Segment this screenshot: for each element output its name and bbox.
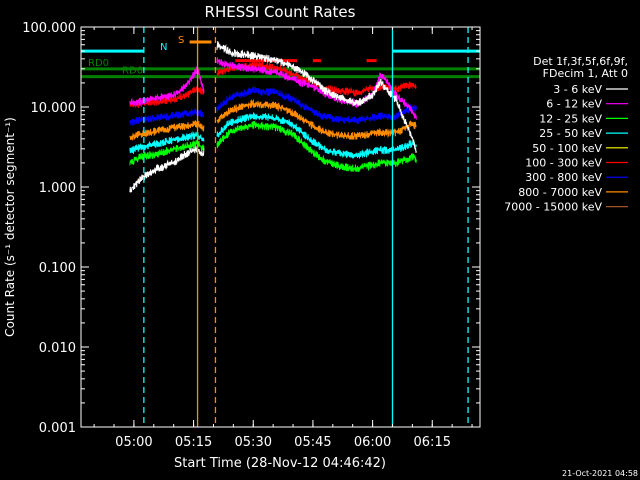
y-tick-label: 10.000 xyxy=(31,101,77,116)
legend-title-line: FDecim 1, Att 0 xyxy=(543,67,628,80)
x-axis-label: Start Time (28-Nov-12 04:46:42) xyxy=(174,456,386,471)
attenuator-label: S xyxy=(178,35,184,46)
series-line xyxy=(216,41,417,153)
decimation-label: RD0 xyxy=(88,58,109,69)
legend-entry-label: 800 - 7000 keV xyxy=(518,186,602,199)
x-tick-label: 05:45 xyxy=(294,435,331,450)
y-tick-label: 100.000 xyxy=(22,21,76,36)
legend-entry-label: 6 - 12 keV xyxy=(546,98,602,111)
legend-entry-label: 7000 - 15000 keV xyxy=(504,201,602,214)
series-line xyxy=(216,120,417,173)
decimation-label: RD6 xyxy=(122,66,143,77)
x-tick-label: 05:00 xyxy=(115,435,152,450)
legend-entry-label: 100 - 300 keV xyxy=(525,157,602,170)
series-line xyxy=(216,112,417,159)
x-tick-label: 06:00 xyxy=(354,435,391,450)
x-tick-label: 06:15 xyxy=(414,435,451,450)
series-line xyxy=(129,140,205,166)
plot-frame xyxy=(80,26,481,428)
series-line xyxy=(129,86,205,108)
series-line xyxy=(129,130,205,154)
y-tick-label: 1.000 xyxy=(39,181,76,196)
footer-timestamp: 21-Oct-2021 04:58 xyxy=(562,469,638,478)
series-line xyxy=(216,98,417,140)
series-line xyxy=(129,146,205,193)
legend: Det 1f,3f,5f,6f,9f,FDecim 1, Att 0 3 - 6 … xyxy=(504,55,628,214)
series-line xyxy=(129,119,205,142)
chart-title: RHESSI Count Rates xyxy=(205,3,356,21)
series-line xyxy=(216,85,417,124)
legend-entry-label: 3 - 6 keV xyxy=(553,83,602,96)
y-tick-label: 0.100 xyxy=(39,261,76,276)
y-axis-label: Count Rate (s⁻¹ detector segment⁻¹) xyxy=(3,117,17,337)
series-line xyxy=(216,57,417,120)
series-line xyxy=(129,107,205,127)
legend-entry-label: 300 - 800 keV xyxy=(525,171,602,184)
legend-entry-label: 25 - 50 keV xyxy=(539,127,602,140)
plot-layers: RD0 RD6 NS xyxy=(81,27,480,427)
night-label: N xyxy=(160,42,167,53)
y-tick-label: 0.010 xyxy=(39,341,76,356)
legend-entry-label: 12 - 25 keV xyxy=(539,112,602,125)
series-line xyxy=(129,66,205,106)
legend-entry-label: 50 - 100 keV xyxy=(532,142,602,155)
x-tick-label: 05:30 xyxy=(235,435,272,450)
x-tick-label: 05:15 xyxy=(175,435,212,450)
y-tick-label: 0.001 xyxy=(39,421,76,436)
axes: 05:00 05:15 05:30 05:45 06:00 06:15 0.001 0.010… xyxy=(22,21,480,450)
legend-title-line: Det 1f,3f,5f,6f,9f, xyxy=(533,55,628,68)
